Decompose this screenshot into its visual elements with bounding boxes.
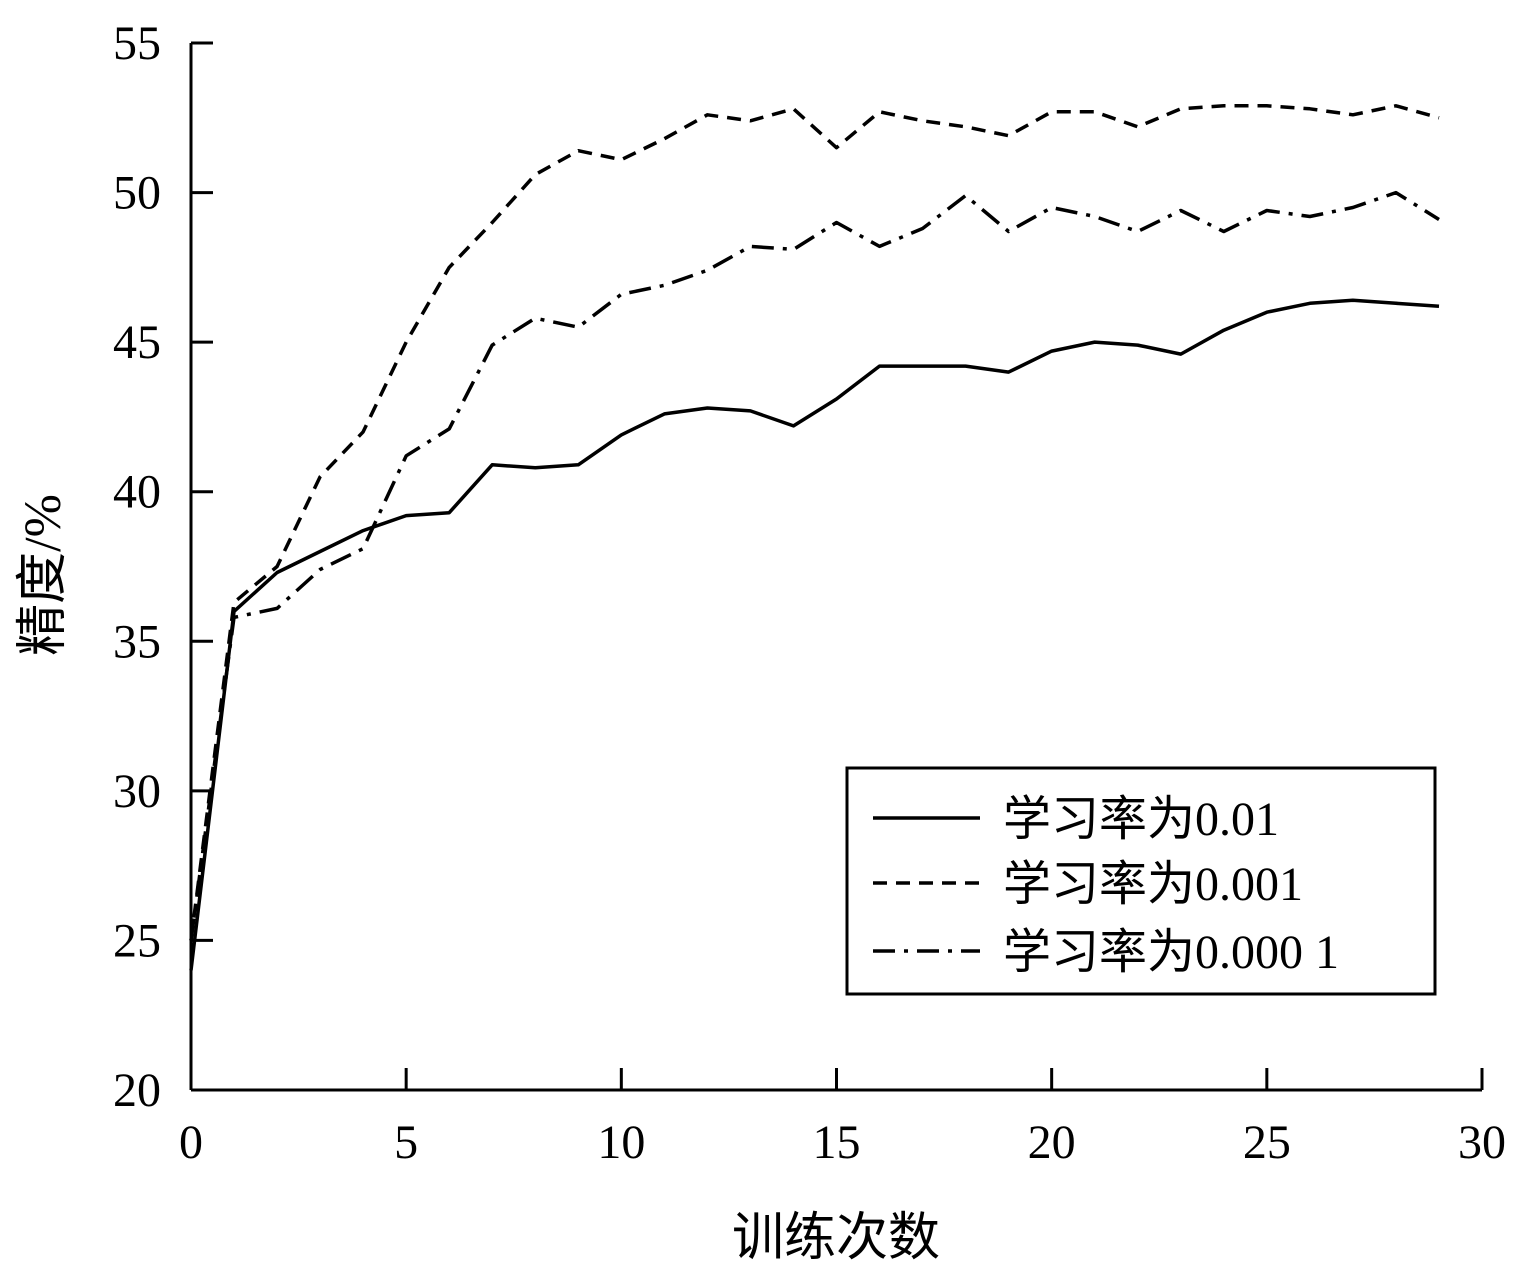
series-line-2 xyxy=(189,104,1440,941)
y-tick-label: 45 xyxy=(113,316,161,369)
series-group xyxy=(189,104,1440,971)
legend-box xyxy=(845,766,1437,996)
x-tick-label: 25 xyxy=(1243,1116,1291,1169)
series-line-1 xyxy=(189,298,1440,971)
legend-entries: 学习率为0.01 学习率为0.001 学习率为0.000 1 xyxy=(873,793,1339,979)
y-axis-title: 精度/% xyxy=(15,494,72,656)
y-ticks: 20 25 30 35 40 45 50 55 xyxy=(113,17,213,1117)
x-tick-label: 0 xyxy=(179,1116,203,1169)
x-axis-title: 训练次数 xyxy=(732,1210,940,1267)
x-tick-label: 30 xyxy=(1458,1116,1506,1169)
y-tick-label: 40 xyxy=(113,466,161,519)
y-tick-label: 30 xyxy=(113,765,161,818)
y-tick-label: 50 xyxy=(113,167,161,220)
y-tick-label: 55 xyxy=(113,17,161,70)
y-tick-label: 20 xyxy=(113,1064,161,1117)
x-tick-label: 10 xyxy=(597,1116,645,1169)
series-line-3 xyxy=(189,190,1440,941)
y-tick-label: 35 xyxy=(113,615,161,668)
x-tick-label: 20 xyxy=(1028,1116,1076,1169)
legend: 学习率为0.01 学习率为0.001 学习率为0.000 1 xyxy=(845,766,1437,996)
y-tick-label: 25 xyxy=(113,914,161,967)
x-ticks: 0 5 10 15 20 25 30 xyxy=(179,1068,1506,1169)
legend-label-2: 学习率为0.001 xyxy=(1003,858,1303,911)
legend-label-1: 学习率为0.01 xyxy=(1003,793,1279,846)
x-tick-label: 5 xyxy=(394,1116,418,1169)
x-tick-label: 15 xyxy=(813,1116,861,1169)
legend-label-3: 学习率为0.000 1 xyxy=(1003,926,1339,979)
